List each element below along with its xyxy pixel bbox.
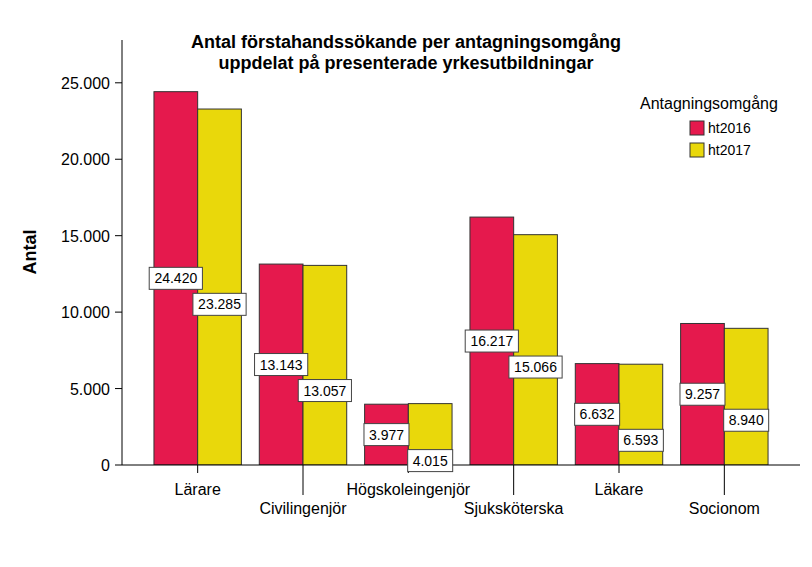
y-tick xyxy=(115,312,122,313)
data-label-box xyxy=(680,383,725,405)
bar xyxy=(514,235,558,465)
y-tick-label: 0 xyxy=(101,457,110,474)
data-label: 23.285 xyxy=(198,296,241,312)
y-tick-label: 10.000 xyxy=(61,304,110,321)
x-tick xyxy=(619,465,620,473)
bar xyxy=(681,323,725,465)
data-label: 8.940 xyxy=(729,412,764,428)
bar xyxy=(154,92,198,465)
bar xyxy=(724,328,768,465)
x-tick-label: Läkare xyxy=(595,481,644,498)
bar xyxy=(198,109,242,465)
data-label-box xyxy=(618,429,663,451)
y-axis xyxy=(122,40,123,465)
data-label: 15.066 xyxy=(514,359,557,375)
x-tick xyxy=(197,465,198,473)
bar xyxy=(470,217,514,465)
y-tick xyxy=(115,159,122,160)
data-label: 6.632 xyxy=(580,406,615,422)
y-tick xyxy=(115,465,122,466)
bar xyxy=(303,265,347,465)
data-label: 6.593 xyxy=(623,432,658,448)
y-tick xyxy=(115,235,122,236)
title: Antal förstahandssökande per antagningso… xyxy=(191,32,621,73)
x-tick-label: Socionom xyxy=(689,500,760,517)
bar xyxy=(619,364,663,465)
data-label: 24.420 xyxy=(154,270,197,286)
x-tick xyxy=(724,465,725,495)
bar xyxy=(259,264,303,465)
x-axis xyxy=(122,465,800,466)
data-labels: 24.42023.285 13.14313.057 3.977 4.015 16.217… xyxy=(149,267,768,471)
y-tick-label: 15.000 xyxy=(61,228,110,245)
data-label-box xyxy=(255,354,308,376)
y-tick xyxy=(115,82,122,83)
bars xyxy=(154,92,768,465)
data-label-box xyxy=(575,403,620,425)
data-label-box xyxy=(193,293,246,315)
chart: Antal förstahandssökande per antagningso… xyxy=(0,0,812,567)
y-axis-label: Antal xyxy=(20,230,40,275)
legend-label: ht2017 xyxy=(708,142,751,158)
x-tick-label: Högskoleingenjör xyxy=(347,481,471,498)
data-label-box xyxy=(509,356,562,378)
data-label: 4.015 xyxy=(413,453,448,469)
x-tick-label: Sjuksköterska xyxy=(464,500,564,517)
y-tick-label: 20.000 xyxy=(61,151,110,168)
data-label-box xyxy=(149,267,202,289)
legend: Antagningsomgång ht2016 ht2017 xyxy=(640,95,778,158)
data-label-box xyxy=(408,450,453,472)
data-label: 13.057 xyxy=(303,383,346,399)
data-label: 16.217 xyxy=(470,333,513,349)
data-label-box xyxy=(724,409,769,431)
data-label: 9.257 xyxy=(685,386,720,402)
x-tick-label: Lärare xyxy=(175,481,221,498)
title-line: Antal förstahandssökande per antagningso… xyxy=(191,32,621,52)
data-label: 13.143 xyxy=(260,357,303,373)
bar xyxy=(575,364,619,465)
title-line: uppdelat på presenterade yrkesutbildning… xyxy=(218,53,593,73)
legend-title: Antagningsomgång xyxy=(640,95,778,112)
data-label-box xyxy=(298,380,351,402)
legend-swatch xyxy=(690,143,704,157)
legend-label: ht2016 xyxy=(708,120,751,136)
data-label-box xyxy=(465,330,518,352)
x-tick xyxy=(513,465,514,495)
y-tick-label: 5.000 xyxy=(70,381,110,398)
y-tick-label: 25.000 xyxy=(61,75,110,92)
x-tick-label: Civilingenjör xyxy=(259,500,347,517)
x-tick xyxy=(303,465,304,495)
legend-swatch xyxy=(690,121,704,135)
data-label-box xyxy=(364,424,409,446)
y-tick xyxy=(115,388,122,389)
data-label: 3.977 xyxy=(369,427,404,443)
bar xyxy=(365,404,409,465)
